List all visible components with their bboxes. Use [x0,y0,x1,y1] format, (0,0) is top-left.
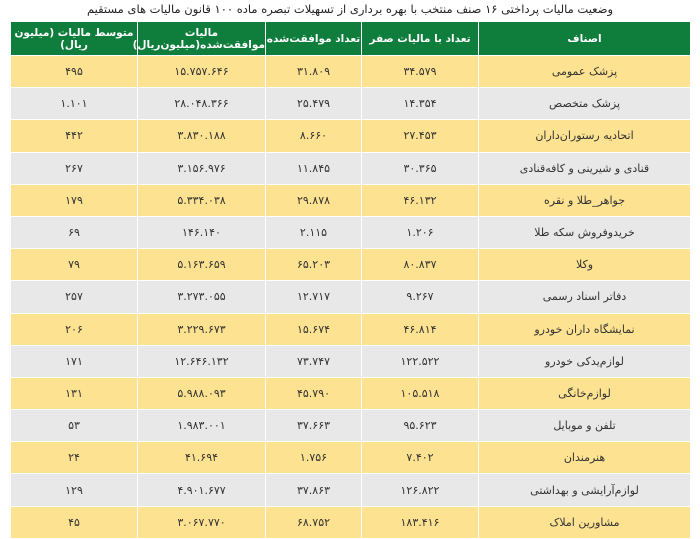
table-row: جواهر_طلا و نقره ۴۶.۱۳۲ ۲۹.۸۷۸ ۵.۳۳۴.۰۳۸ ۱۷۹ [10,183,691,217]
cell-average-tax: ۲۶۷ [10,151,138,185]
cell-average-tax: ۱۳۱ [10,376,138,411]
cell-category: لوازم‌آرایشی و بهداشتی [478,473,691,507]
cell-approved-tax: ۵.۱۶۳.۶۵۹ [137,248,266,282]
cell-approved-tax: ۲۸.۰۴۸.۳۶۶ [137,87,266,121]
cell-category: اتحادیه رستوران‌داران [478,119,691,153]
cell-average-tax: ۲۰۶ [10,312,138,346]
header-approved-count: تعداد موافقت‌شده [265,22,362,56]
cell-category: پزشک متخصص [478,87,691,121]
cell-approved-tax: ۵.۹۸۸.۰۹۳ [137,376,266,411]
cell-approved-count: ۸.۶۶۰ [265,119,362,153]
cell-approved-tax: ۱۴۶.۱۴۰ [137,215,266,250]
cell-approved-count: ۶۵.۲۰۳ [265,248,362,282]
cell-approved-count: ۴۵.۷۹۰ [265,376,362,411]
table-row: دفاتر اسناد رسمی ۹.۲۶۷ ۱۲.۷۱۷ ۳.۲۷۳.۰۵۵ ۲۵۷ [10,280,691,314]
cell-zero-tax-count: ۱۴.۳۵۴ [361,87,479,121]
cell-zero-tax-count: ۱.۲۰۶ [361,215,479,250]
cell-approved-tax: ۳.۸۳۰.۱۸۸ [137,119,266,153]
cell-zero-tax-count: ۴۶.۱۳۲ [361,183,479,217]
cell-zero-tax-count: ۱۲۲.۵۲۲ [361,344,479,378]
cell-approved-count: ۲۹.۸۷۸ [265,183,362,217]
header-average-tax: متوسط مالیات (میلیون ریال) [10,22,138,56]
cell-approved-count: ۲.۱۱۵ [265,215,362,250]
cell-zero-tax-count: ۴۶.۸۱۴ [361,312,479,346]
cell-zero-tax-count: ۱۰۵.۵۱۸ [361,376,479,411]
cell-approved-tax: ۴۱.۶۹۴ [137,441,266,475]
header-row: اصناف تعداد با مالیات صفر تعداد موافقت‌ش… [10,22,691,56]
cell-average-tax: ۲۵۷ [10,280,138,314]
cell-average-tax: ۱۷۱ [10,344,138,378]
table-row: پزشک عمومی ۳۴.۵۷۹ ۳۱.۸۰۹ ۱۵.۷۵۷.۶۴۶ ۴۹۵ [10,54,691,89]
cell-average-tax: ۴۵ [10,505,138,539]
cell-approved-tax: ۳.۰۶۷.۷۷۰ [137,505,266,539]
header-approved-tax: مالیات موافقت‌شده(میلیون‌ریال) [133,22,266,56]
table-row: پزشک متخصص ۱۴.۳۵۴ ۲۵.۴۷۹ ۲۸.۰۴۸.۳۶۶ ۱.۱۰۱ [10,87,691,121]
header-zero-tax-count: تعداد با مالیات صفر [361,22,479,56]
cell-approved-count: ۳۷.۶۶۳ [265,409,362,443]
cell-approved-tax: ۳.۲۲۹.۶۷۳ [137,312,266,346]
cell-average-tax: ۴۹۵ [10,54,138,89]
cell-average-tax: ۱.۱۰۱ [10,87,138,121]
table-row: لوازم‌خانگی ۱۰۵.۵۱۸ ۴۵.۷۹۰ ۵.۹۸۸.۰۹۳ ۱۳۱ [10,376,691,411]
cell-category: دفاتر اسناد رسمی [478,280,691,314]
cell-approved-tax: ۳.۲۷۳.۰۵۵ [137,280,266,314]
cell-approved-count: ۱.۷۵۶ [265,441,362,475]
cell-approved-tax: ۱۲.۶۴۶.۱۳۲ [137,344,266,378]
cell-category: لوازم‌یدکی خودرو [478,344,691,378]
cell-category: هنرمندان [478,441,691,475]
tax-table: اصناف تعداد با مالیات صفر تعداد موافقت‌ش… [10,22,691,539]
cell-average-tax: ۵۳ [10,409,138,443]
cell-zero-tax-count: ۲۷.۴۵۳ [361,119,479,153]
cell-average-tax: ۶۹ [10,215,138,250]
table-row: خریدوفروش سکه طلا ۱.۲۰۶ ۲.۱۱۵ ۱۴۶.۱۴۰ ۶۹ [10,215,691,250]
cell-approved-count: ۳۷.۸۶۳ [265,473,362,507]
table-row: وکلا ۸۰.۸۳۷ ۶۵.۲۰۳ ۵.۱۶۳.۶۵۹ ۷۹ [10,248,691,282]
cell-approved-tax: ۵.۳۳۴.۰۳۸ [137,183,266,217]
table-row: تلفن و موبایل ۹۵.۶۲۳ ۳۷.۶۶۳ ۱.۹۸۳.۰۰۱ ۵۳ [10,409,691,443]
cell-category: لوازم‌خانگی [478,376,691,411]
cell-average-tax: ۱۲۹ [10,473,138,507]
cell-zero-tax-count: ۳۰.۳۶۵ [361,151,479,185]
cell-category: تلفن و موبایل [478,409,691,443]
cell-zero-tax-count: ۱۲۶.۸۲۲ [361,473,479,507]
cell-approved-count: ۲۵.۴۷۹ [265,87,362,121]
cell-category: وکلا [478,248,691,282]
cell-zero-tax-count: ۳۴.۵۷۹ [361,54,479,89]
table-row: قنادی و شیرینی و کافه‌قنادی ۳۰.۳۶۵ ۱۱.۸۴۵ ۳… [10,151,691,185]
table-row: لوازم‌یدکی خودرو ۱۲۲.۵۲۲ ۷۳.۷۴۷ ۱۲.۶۴۶.۱۳۲ ۱… [10,344,691,378]
cell-average-tax: ۷۹ [10,248,138,282]
cell-average-tax: ۴۴۲ [10,119,138,153]
cell-category: قنادی و شیرینی و کافه‌قنادی [478,151,691,185]
cell-zero-tax-count: ۱۸۳.۴۱۶ [361,505,479,539]
cell-zero-tax-count: ۹۵.۶۲۳ [361,409,479,443]
cell-approved-count: ۳۱.۸۰۹ [265,54,362,89]
table-title: وضعیت مالیات پرداختی ۱۶ صنف منتخب با بهر… [86,2,614,16]
cell-approved-tax: ۴.۹۰۱.۶۷۷ [137,473,266,507]
cell-category: خریدوفروش سکه طلا [478,215,691,250]
cell-zero-tax-count: ۸۰.۸۳۷ [361,248,479,282]
table-row: لوازم‌آرایشی و بهداشتی ۱۲۶.۸۲۲ ۳۷.۸۶۳ ۴.۹۰۱… [10,473,691,507]
cell-approved-tax: ۳.۱۵۶.۹۷۶ [137,151,266,185]
cell-approved-count: ۱۵.۶۷۴ [265,312,362,346]
table-row: نمایشگاه داران خودرو ۴۶.۸۱۴ ۱۵.۶۷۴ ۳.۲۲۹.۶۷… [10,312,691,346]
cell-category: نمایشگاه داران خودرو [478,312,691,346]
cell-approved-count: ۶۸.۷۵۲ [265,505,362,539]
cell-average-tax: ۱۷۹ [10,183,138,217]
cell-zero-tax-count: ۹.۲۶۷ [361,280,479,314]
header-category: اصناف [478,22,691,56]
cell-zero-tax-count: ۷.۴۰۲ [361,441,479,475]
cell-category: پزشک عمومی [478,54,691,89]
cell-approved-count: ۷۳.۷۴۷ [265,344,362,378]
cell-approved-count: ۱۱.۸۴۵ [265,151,362,185]
cell-average-tax: ۲۴ [10,441,138,475]
table-row: اتحادیه رستوران‌داران ۲۷.۴۵۳ ۸.۶۶۰ ۳.۸۳۰.۱۸… [10,119,691,153]
cell-category: مشاورین املاک [478,505,691,539]
cell-approved-tax: ۱.۹۸۳.۰۰۱ [137,409,266,443]
cell-category: جواهر_طلا و نقره [478,183,691,217]
cell-approved-count: ۱۲.۷۱۷ [265,280,362,314]
cell-approved-tax: ۱۵.۷۵۷.۶۴۶ [137,54,266,89]
table-row: مشاورین املاک ۱۸۳.۴۱۶ ۶۸.۷۵۲ ۳.۰۶۷.۷۷۰ ۴۵ [10,505,691,539]
table-row: هنرمندان ۷.۴۰۲ ۱.۷۵۶ ۴۱.۶۹۴ ۲۴ [10,441,691,475]
